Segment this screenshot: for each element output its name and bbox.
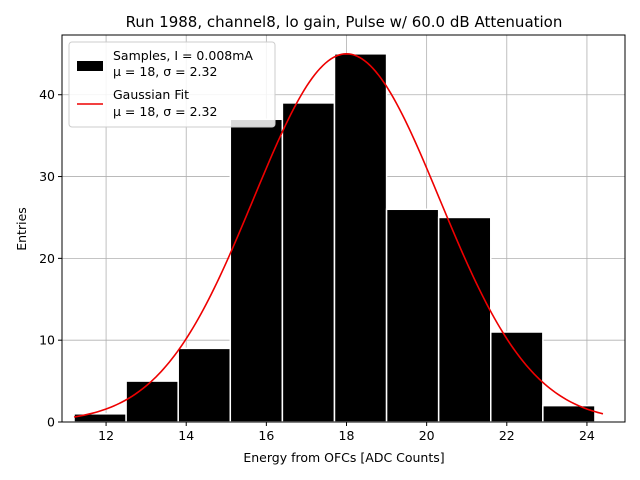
y-axis-ticks: 0 10 20 30 40 xyxy=(39,87,62,430)
histogram-bar xyxy=(542,404,596,423)
histogram-bar xyxy=(333,53,388,423)
histogram-bar xyxy=(437,216,492,423)
legend-samples-swatch xyxy=(77,61,103,71)
x-tick-label: 14 xyxy=(178,428,194,443)
histogram-bar xyxy=(177,347,232,423)
chart-title: Run 1988, channel8, lo gain, Pulse w/ 60… xyxy=(126,13,563,31)
legend-samples-stats: μ = 18, σ = 2.32 xyxy=(113,64,217,79)
x-tick-label: 24 xyxy=(579,428,595,443)
x-tick-label: 18 xyxy=(339,428,355,443)
legend-fit-label: Gaussian Fit xyxy=(113,87,189,102)
legend-box xyxy=(68,41,276,128)
y-axis-label: Entries xyxy=(14,207,29,251)
histogram-bar xyxy=(490,331,544,423)
gaussian-fit-line xyxy=(73,53,604,418)
x-tick-label: 20 xyxy=(419,428,435,443)
legend-samples-label: Samples, I = 0.008mA xyxy=(113,48,253,63)
x-tick-label: 12 xyxy=(98,428,114,443)
x-tick-label: 16 xyxy=(258,428,274,443)
legend-fit-stats: μ = 18, σ = 2.32 xyxy=(113,104,217,119)
y-tick-label: 30 xyxy=(39,169,55,184)
histogram-bar xyxy=(281,102,336,423)
x-tick-label: 22 xyxy=(499,428,515,443)
y-tick-label: 0 xyxy=(47,415,55,430)
x-axis-ticks: 12 14 16 18 20 22 24 xyxy=(98,422,595,443)
legend: Samples, I = 0.008mA μ = 18, σ = 2.32 Ga… xyxy=(68,41,276,128)
histogram-bar xyxy=(229,118,284,423)
y-tick-label: 10 xyxy=(39,333,55,348)
y-tick-label: 40 xyxy=(39,87,55,102)
histogram-bars xyxy=(73,53,596,423)
histogram-bar xyxy=(385,208,440,423)
plot-frame xyxy=(61,34,626,423)
histogram-bar xyxy=(125,380,179,423)
y-tick-label: 20 xyxy=(39,251,55,266)
x-axis-label: Energy from OFCs [ADC Counts] xyxy=(243,450,444,465)
